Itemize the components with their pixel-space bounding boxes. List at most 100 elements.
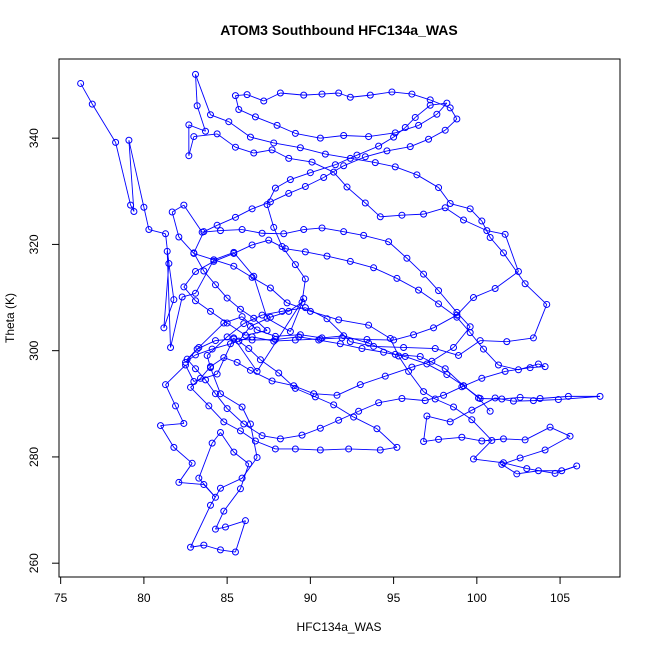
data-point bbox=[157, 422, 165, 430]
series-connector-segment bbox=[346, 186, 366, 204]
series-connector-segment bbox=[423, 273, 439, 291]
data-point bbox=[381, 372, 389, 380]
series-connector-segment bbox=[198, 442, 213, 479]
series-connector-segment bbox=[253, 276, 268, 319]
data-point bbox=[230, 262, 238, 270]
data-point bbox=[366, 91, 374, 99]
data-point bbox=[238, 226, 246, 234]
series-connector-segment bbox=[313, 393, 338, 396]
data-point bbox=[529, 397, 537, 405]
series-connector-segment bbox=[226, 323, 245, 338]
y-tick-label: 280 bbox=[27, 447, 41, 467]
series-connector-segment bbox=[273, 339, 296, 342]
data-point bbox=[258, 311, 266, 319]
data-point bbox=[201, 127, 209, 135]
data-point bbox=[376, 213, 384, 221]
data-point bbox=[306, 169, 314, 177]
data-point bbox=[460, 216, 468, 224]
data-point bbox=[386, 334, 394, 342]
data-point bbox=[375, 399, 383, 407]
data-point bbox=[203, 351, 211, 359]
series-connector-segment bbox=[311, 161, 334, 173]
data-point bbox=[558, 467, 566, 475]
series-connector-segment bbox=[321, 335, 344, 339]
y-tick-label: 260 bbox=[27, 553, 41, 573]
data-point bbox=[251, 113, 259, 121]
series-connector-segment bbox=[226, 322, 246, 336]
series-connector-segment bbox=[289, 298, 305, 332]
x-tick-label: 90 bbox=[304, 591, 318, 605]
data-point bbox=[286, 176, 294, 184]
data-point bbox=[308, 158, 316, 166]
data-point bbox=[423, 360, 431, 368]
data-point bbox=[390, 133, 398, 141]
data-point bbox=[499, 249, 507, 257]
data-point bbox=[200, 481, 208, 489]
data-point bbox=[296, 331, 304, 339]
data-point bbox=[541, 446, 549, 454]
series-connector-segment bbox=[193, 133, 218, 138]
data-point bbox=[220, 354, 228, 362]
data-point bbox=[355, 407, 363, 415]
data-point bbox=[320, 173, 328, 181]
data-point bbox=[201, 376, 209, 384]
data-point bbox=[266, 313, 274, 321]
series-connector-segment bbox=[190, 377, 201, 388]
data-point bbox=[206, 111, 214, 119]
series-connector-segment bbox=[203, 224, 218, 233]
series-connector-segment bbox=[483, 348, 499, 366]
data-point bbox=[185, 152, 193, 160]
series-connector-segment bbox=[538, 363, 546, 368]
series-connector-segment bbox=[401, 213, 424, 216]
data-point bbox=[240, 320, 248, 328]
series-connector-segment bbox=[182, 292, 196, 298]
data-point bbox=[300, 226, 308, 234]
data-point bbox=[365, 321, 373, 329]
data-point bbox=[420, 210, 428, 218]
series-connector-segment bbox=[338, 319, 369, 326]
data-point bbox=[443, 99, 451, 107]
data-point bbox=[393, 443, 401, 451]
series-connector-segment bbox=[516, 470, 539, 475]
data-point bbox=[286, 328, 294, 336]
data-point bbox=[476, 337, 484, 345]
series-connector-segment bbox=[503, 462, 527, 470]
data-point bbox=[546, 423, 554, 431]
data-point bbox=[323, 252, 331, 260]
series-connector-segment bbox=[286, 302, 311, 312]
data-point bbox=[466, 329, 474, 337]
data-point bbox=[180, 283, 188, 291]
data-point bbox=[435, 184, 443, 192]
data-point bbox=[516, 393, 524, 401]
data-point bbox=[223, 294, 231, 302]
data-point bbox=[483, 227, 491, 235]
series-connector-segment bbox=[165, 364, 186, 385]
data-point bbox=[385, 238, 393, 246]
data-point bbox=[426, 101, 434, 109]
series-connector-segment bbox=[423, 415, 428, 442]
series-connector-segment bbox=[223, 488, 241, 512]
series-connector-segment bbox=[336, 384, 361, 396]
series-connector-segment bbox=[160, 423, 184, 427]
series-connector-segment bbox=[130, 204, 135, 212]
data-point bbox=[335, 89, 343, 97]
data-point bbox=[238, 474, 246, 482]
series-connector-segment bbox=[480, 340, 507, 343]
series-connector-segment bbox=[255, 116, 278, 126]
data-point bbox=[315, 336, 323, 344]
data-point bbox=[192, 297, 200, 305]
series-connector-segment bbox=[248, 348, 261, 361]
data-point bbox=[213, 370, 221, 378]
series-connector-segment bbox=[198, 477, 216, 498]
series-connector-segment bbox=[128, 140, 135, 212]
series-connector-segment bbox=[395, 166, 418, 176]
data-point bbox=[280, 230, 288, 238]
series-connector-segment bbox=[293, 385, 314, 395]
data-point bbox=[266, 198, 274, 206]
data-point bbox=[416, 353, 424, 361]
data-point bbox=[246, 420, 254, 428]
data-point bbox=[411, 113, 419, 121]
data-point bbox=[205, 402, 213, 410]
data-point bbox=[470, 455, 478, 463]
series-connector-segment bbox=[216, 133, 236, 148]
